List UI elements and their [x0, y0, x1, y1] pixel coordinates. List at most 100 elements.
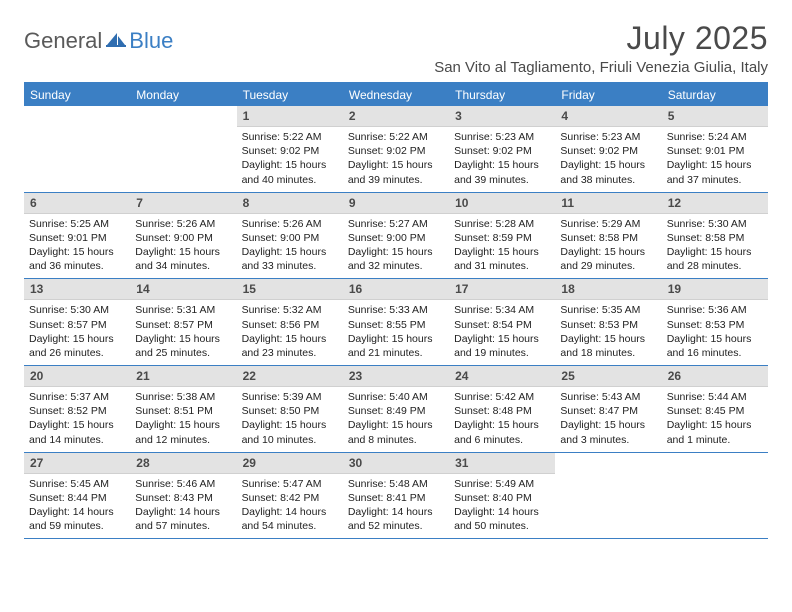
- day-number: 29: [237, 453, 343, 474]
- sunset-text: Sunset: 8:53 PM: [560, 318, 656, 332]
- day-number: 21: [130, 366, 236, 387]
- day-number: 9: [343, 193, 449, 214]
- day-info: Sunrise: 5:30 AMSunset: 8:58 PMDaylight:…: [662, 214, 768, 279]
- day-cell: 11Sunrise: 5:29 AMSunset: 8:58 PMDayligh…: [555, 193, 661, 279]
- daylight-text: Daylight: 15 hours and 38 minutes.: [560, 158, 656, 186]
- header: General Blue July 2025 San Vito al Tagli…: [24, 20, 768, 76]
- day-number: 23: [343, 366, 449, 387]
- day-number: 13: [24, 279, 130, 300]
- day-headers: Sunday Monday Tuesday Wednesday Thursday…: [24, 84, 768, 106]
- daylight-text: Daylight: 15 hours and 8 minutes.: [348, 418, 444, 446]
- day-cell: 28Sunrise: 5:46 AMSunset: 8:43 PMDayligh…: [130, 453, 236, 539]
- day-cell: 20Sunrise: 5:37 AMSunset: 8:52 PMDayligh…: [24, 366, 130, 452]
- day-number: 1: [237, 106, 343, 127]
- month-title: July 2025: [434, 20, 768, 57]
- day-info: Sunrise: 5:35 AMSunset: 8:53 PMDaylight:…: [555, 300, 661, 365]
- sunset-text: Sunset: 8:55 PM: [348, 318, 444, 332]
- day-info: Sunrise: 5:45 AMSunset: 8:44 PMDaylight:…: [24, 474, 130, 539]
- daylight-text: Daylight: 15 hours and 12 minutes.: [135, 418, 231, 446]
- day-cell: 15Sunrise: 5:32 AMSunset: 8:56 PMDayligh…: [237, 279, 343, 365]
- sunrise-text: Sunrise: 5:43 AM: [560, 390, 656, 404]
- day-number: 12: [662, 193, 768, 214]
- day-number: 6: [24, 193, 130, 214]
- day-info: Sunrise: 5:28 AMSunset: 8:59 PMDaylight:…: [449, 214, 555, 279]
- sunset-text: Sunset: 8:50 PM: [242, 404, 338, 418]
- week-row: 13Sunrise: 5:30 AMSunset: 8:57 PMDayligh…: [24, 279, 768, 366]
- day-number: 26: [662, 366, 768, 387]
- day-header-sun: Sunday: [24, 84, 130, 106]
- sunset-text: Sunset: 9:02 PM: [454, 144, 550, 158]
- day-info: Sunrise: 5:24 AMSunset: 9:01 PMDaylight:…: [662, 127, 768, 192]
- daylight-text: Daylight: 15 hours and 33 minutes.: [242, 245, 338, 273]
- daylight-text: Daylight: 14 hours and 57 minutes.: [135, 505, 231, 533]
- day-number: 19: [662, 279, 768, 300]
- sunset-text: Sunset: 8:43 PM: [135, 491, 231, 505]
- day-number: 14: [130, 279, 236, 300]
- sunset-text: Sunset: 8:59 PM: [454, 231, 550, 245]
- sunset-text: Sunset: 8:58 PM: [560, 231, 656, 245]
- daylight-text: Daylight: 15 hours and 29 minutes.: [560, 245, 656, 273]
- day-number: 7: [130, 193, 236, 214]
- day-number: 3: [449, 106, 555, 127]
- sunrise-text: Sunrise: 5:26 AM: [242, 217, 338, 231]
- day-info: Sunrise: 5:37 AMSunset: 8:52 PMDaylight:…: [24, 387, 130, 452]
- sunset-text: Sunset: 8:42 PM: [242, 491, 338, 505]
- sunset-text: Sunset: 8:44 PM: [29, 491, 125, 505]
- day-cell: 22Sunrise: 5:39 AMSunset: 8:50 PMDayligh…: [237, 366, 343, 452]
- day-cell: 4Sunrise: 5:23 AMSunset: 9:02 PMDaylight…: [555, 106, 661, 192]
- sunset-text: Sunset: 9:02 PM: [242, 144, 338, 158]
- sunrise-text: Sunrise: 5:47 AM: [242, 477, 338, 491]
- sunset-text: Sunset: 8:56 PM: [242, 318, 338, 332]
- sunrise-text: Sunrise: 5:30 AM: [667, 217, 763, 231]
- daylight-text: Daylight: 15 hours and 28 minutes.: [667, 245, 763, 273]
- daylight-text: Daylight: 15 hours and 3 minutes.: [560, 418, 656, 446]
- day-info: Sunrise: 5:42 AMSunset: 8:48 PMDaylight:…: [449, 387, 555, 452]
- daylight-text: Daylight: 14 hours and 54 minutes.: [242, 505, 338, 533]
- day-info: Sunrise: 5:23 AMSunset: 9:02 PMDaylight:…: [555, 127, 661, 192]
- day-cell: 25Sunrise: 5:43 AMSunset: 8:47 PMDayligh…: [555, 366, 661, 452]
- sunset-text: Sunset: 9:02 PM: [348, 144, 444, 158]
- logo: General Blue: [24, 28, 173, 54]
- sunset-text: Sunset: 8:40 PM: [454, 491, 550, 505]
- sunrise-text: Sunrise: 5:35 AM: [560, 303, 656, 317]
- day-info: Sunrise: 5:39 AMSunset: 8:50 PMDaylight:…: [237, 387, 343, 452]
- sunset-text: Sunset: 8:52 PM: [29, 404, 125, 418]
- day-cell: 24Sunrise: 5:42 AMSunset: 8:48 PMDayligh…: [449, 366, 555, 452]
- sunrise-text: Sunrise: 5:30 AM: [29, 303, 125, 317]
- day-number: 25: [555, 366, 661, 387]
- day-info: Sunrise: 5:43 AMSunset: 8:47 PMDaylight:…: [555, 387, 661, 452]
- daylight-text: Daylight: 15 hours and 6 minutes.: [454, 418, 550, 446]
- day-cell: 16Sunrise: 5:33 AMSunset: 8:55 PMDayligh…: [343, 279, 449, 365]
- day-header-thu: Thursday: [449, 84, 555, 106]
- sunset-text: Sunset: 9:02 PM: [560, 144, 656, 158]
- day-cell: 1Sunrise: 5:22 AMSunset: 9:02 PMDaylight…: [237, 106, 343, 192]
- logo-text-general: General: [24, 28, 102, 54]
- day-number: 15: [237, 279, 343, 300]
- sunrise-text: Sunrise: 5:26 AM: [135, 217, 231, 231]
- calendar: Sunday Monday Tuesday Wednesday Thursday…: [24, 82, 768, 539]
- logo-text-blue: Blue: [129, 28, 173, 54]
- sunset-text: Sunset: 8:45 PM: [667, 404, 763, 418]
- day-cell: 5Sunrise: 5:24 AMSunset: 9:01 PMDaylight…: [662, 106, 768, 192]
- day-cell: 10Sunrise: 5:28 AMSunset: 8:59 PMDayligh…: [449, 193, 555, 279]
- sunrise-text: Sunrise: 5:31 AM: [135, 303, 231, 317]
- day-cell: 8Sunrise: 5:26 AMSunset: 9:00 PMDaylight…: [237, 193, 343, 279]
- day-number: 20: [24, 366, 130, 387]
- sunrise-text: Sunrise: 5:32 AM: [242, 303, 338, 317]
- sunset-text: Sunset: 8:49 PM: [348, 404, 444, 418]
- day-number: 8: [237, 193, 343, 214]
- day-info: Sunrise: 5:49 AMSunset: 8:40 PMDaylight:…: [449, 474, 555, 539]
- sunrise-text: Sunrise: 5:42 AM: [454, 390, 550, 404]
- sunrise-text: Sunrise: 5:22 AM: [348, 130, 444, 144]
- sunrise-text: Sunrise: 5:34 AM: [454, 303, 550, 317]
- day-cell: [130, 106, 236, 192]
- week-row: 20Sunrise: 5:37 AMSunset: 8:52 PMDayligh…: [24, 366, 768, 453]
- day-cell: 30Sunrise: 5:48 AMSunset: 8:41 PMDayligh…: [343, 453, 449, 539]
- daylight-text: Daylight: 15 hours and 37 minutes.: [667, 158, 763, 186]
- week-row: 6Sunrise: 5:25 AMSunset: 9:01 PMDaylight…: [24, 193, 768, 280]
- sunset-text: Sunset: 8:58 PM: [667, 231, 763, 245]
- sunset-text: Sunset: 8:47 PM: [560, 404, 656, 418]
- sunrise-text: Sunrise: 5:38 AM: [135, 390, 231, 404]
- daylight-text: Daylight: 14 hours and 50 minutes.: [454, 505, 550, 533]
- day-info: Sunrise: 5:27 AMSunset: 9:00 PMDaylight:…: [343, 214, 449, 279]
